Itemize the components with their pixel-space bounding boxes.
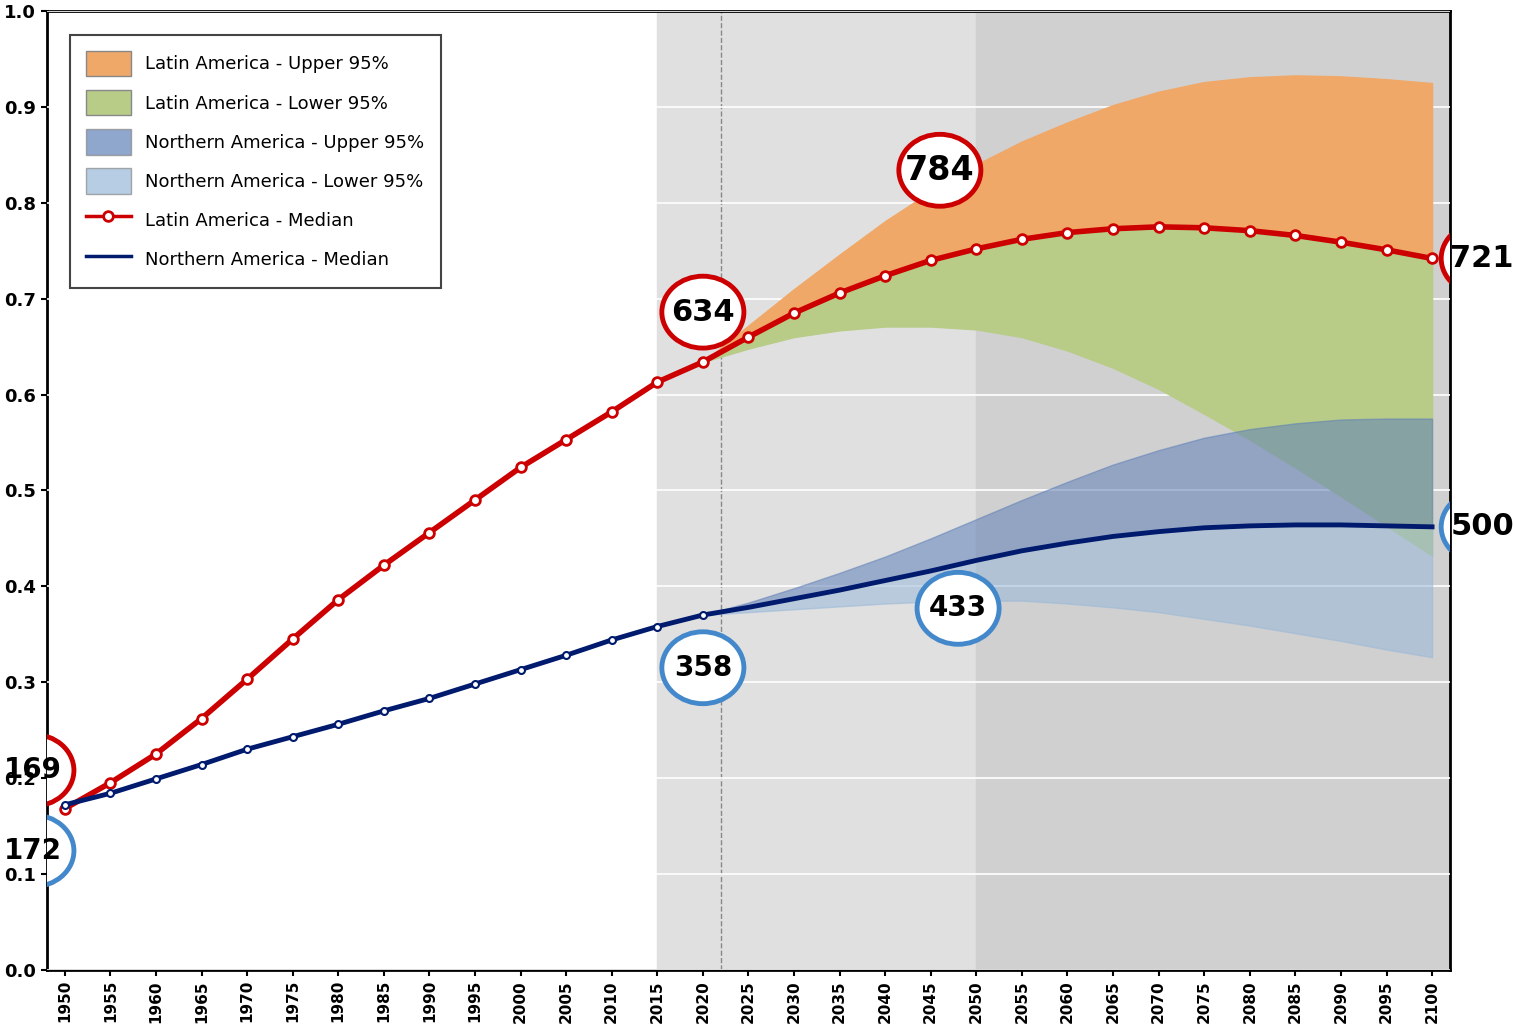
Ellipse shape — [0, 734, 74, 806]
Ellipse shape — [0, 814, 74, 886]
Text: 721: 721 — [1451, 244, 1513, 273]
Text: 169: 169 — [5, 756, 62, 785]
Ellipse shape — [661, 632, 744, 703]
Text: 500: 500 — [1451, 512, 1513, 541]
Bar — [657, 11, 976, 969]
Text: 358: 358 — [673, 654, 732, 682]
Text: 784: 784 — [905, 154, 974, 187]
Text: 172: 172 — [5, 837, 62, 865]
Ellipse shape — [1442, 491, 1513, 563]
Ellipse shape — [899, 135, 980, 206]
Ellipse shape — [1442, 223, 1513, 295]
Bar — [976, 11, 1451, 969]
Ellipse shape — [917, 572, 999, 644]
Legend: Latin America - Upper 95%, Latin America - Lower 95%, Northern America - Upper 9: Latin America - Upper 95%, Latin America… — [70, 35, 440, 288]
Text: 433: 433 — [929, 595, 986, 622]
Text: 634: 634 — [672, 298, 735, 327]
Ellipse shape — [661, 276, 744, 348]
